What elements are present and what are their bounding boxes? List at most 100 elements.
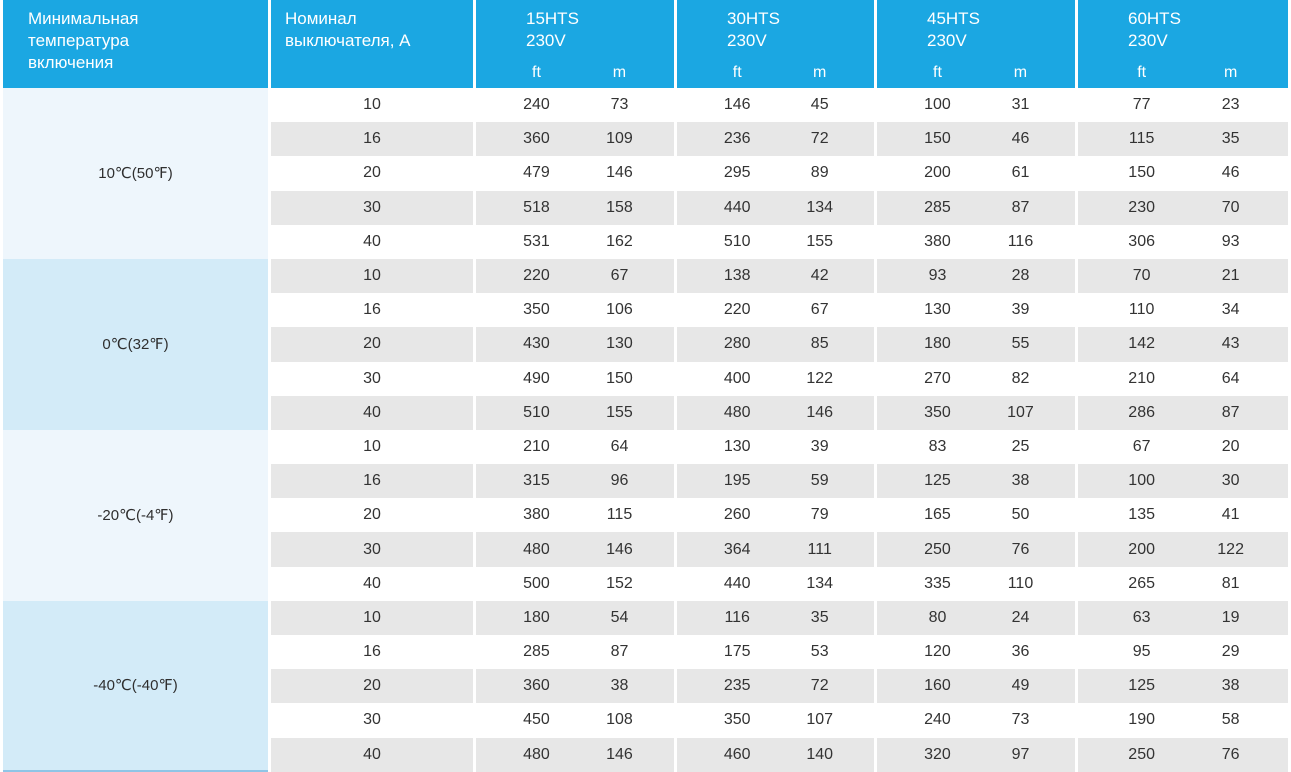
m-value: 58 bbox=[1221, 711, 1240, 729]
group-values-cell: 77 23 bbox=[1078, 88, 1288, 123]
m-value: 89 bbox=[810, 164, 829, 182]
breaker-amps-cell: 20 bbox=[271, 669, 473, 704]
ft-value: 93 bbox=[928, 267, 947, 285]
m-value: 146 bbox=[606, 745, 633, 763]
m-value: 24 bbox=[1011, 608, 1030, 626]
ft-value: 120 bbox=[924, 643, 951, 661]
group-values-cell: 115 35 bbox=[1078, 122, 1288, 157]
group-values-cell: 480 146 bbox=[476, 532, 674, 567]
ft-value: 125 bbox=[1128, 677, 1155, 695]
ft-value: 70 bbox=[1132, 267, 1151, 285]
header-15hts-m-label: m bbox=[612, 64, 627, 81]
group-values-cell: 200 61 bbox=[877, 156, 1075, 191]
m-value: 64 bbox=[610, 437, 629, 455]
m-value: 38 bbox=[1011, 472, 1030, 490]
group-values-cell: 120 36 bbox=[877, 635, 1075, 670]
m-value: 106 bbox=[606, 301, 633, 319]
group-values-cell: 440 134 bbox=[677, 190, 874, 225]
m-value: 146 bbox=[806, 403, 834, 421]
table-row: 0℃(32℉) 10 220 67 138 42 93 28 70 21 bbox=[3, 258, 1288, 430]
ft-value: 250 bbox=[924, 540, 951, 558]
m-value: 110 bbox=[1007, 574, 1034, 592]
ft-value: 80 bbox=[928, 608, 947, 626]
group-values-cell: 350 107 bbox=[877, 395, 1075, 430]
header-30hts-title: 30HTS 230V bbox=[727, 9, 780, 50]
header-45hts-cell: 45HTS 230V ft m bbox=[877, 0, 1075, 88]
table-row: 16 350 106 220 67 130 39 110 34 bbox=[3, 293, 1288, 328]
ft-value: 380 bbox=[523, 506, 550, 524]
m-value: 150 bbox=[606, 369, 633, 387]
group-values-cell: 180 54 bbox=[476, 600, 674, 635]
m-value: 134 bbox=[806, 198, 834, 216]
group-values-cell: 320 97 bbox=[877, 737, 1075, 772]
ft-value: 150 bbox=[1128, 164, 1155, 182]
m-value: 45 bbox=[810, 96, 829, 114]
ft-value: 510 bbox=[723, 232, 751, 250]
header-min-temp-cell: Минимальная температура включения bbox=[3, 0, 268, 88]
group-values-cell: 315 96 bbox=[476, 464, 674, 499]
m-value: 23 bbox=[1221, 96, 1240, 114]
ft-value: 518 bbox=[523, 198, 550, 216]
group-values-cell: 490 150 bbox=[476, 361, 674, 396]
group-values-cell: 236 72 bbox=[677, 122, 874, 157]
ft-value: 490 bbox=[523, 369, 550, 387]
table-row: 20 360 38 235 72 160 49 125 38 bbox=[3, 669, 1288, 704]
group-values-cell: 430 130 bbox=[476, 327, 674, 362]
group-values-cell: 235 72 bbox=[677, 669, 874, 704]
header-15hts-ft-label: ft bbox=[532, 64, 541, 81]
m-value: 134 bbox=[806, 574, 834, 592]
m-value: 30 bbox=[1221, 472, 1240, 490]
m-value: 155 bbox=[606, 403, 633, 421]
ft-value: 364 bbox=[723, 540, 751, 558]
table-row: 30 450 108 350 107 240 73 190 58 bbox=[3, 703, 1288, 738]
table-row: -20℃(-4℉) 10 210 64 130 39 83 25 67 20 bbox=[3, 429, 1288, 601]
ft-value: 77 bbox=[1132, 96, 1151, 114]
m-value: 107 bbox=[806, 711, 834, 729]
m-value: 46 bbox=[1011, 130, 1030, 148]
group-values-cell: 142 43 bbox=[1078, 327, 1288, 362]
breaker-amps-cell: 20 bbox=[271, 327, 473, 362]
header-60hts-cell: 60HTS 230V ft m bbox=[1078, 0, 1288, 88]
ft-value: 260 bbox=[723, 506, 751, 524]
m-value: 76 bbox=[1011, 540, 1030, 558]
ft-value: 235 bbox=[723, 677, 751, 695]
breaker-amps-cell: 40 bbox=[271, 737, 473, 772]
ft-value: 240 bbox=[924, 711, 951, 729]
temp-group-cell: 10℃(50℉) bbox=[3, 88, 268, 259]
m-value: 85 bbox=[810, 335, 829, 353]
breaker-amps-cell: 10 bbox=[271, 88, 473, 123]
group-values-cell: 125 38 bbox=[877, 464, 1075, 499]
m-value: 38 bbox=[610, 677, 629, 695]
group-values-cell: 295 89 bbox=[677, 156, 874, 191]
group-values-cell: 250 76 bbox=[1078, 737, 1288, 772]
breaker-amps-cell: 10 bbox=[271, 258, 473, 294]
group-values-cell: 285 87 bbox=[476, 635, 674, 670]
group-values-cell: 130 39 bbox=[877, 293, 1075, 328]
group-values-cell: 80 24 bbox=[877, 600, 1075, 635]
group-values-cell: 220 67 bbox=[677, 293, 874, 328]
header-60hts-m-label: m bbox=[1223, 64, 1238, 81]
ft-value: 160 bbox=[924, 677, 951, 695]
group-values-cell: 265 81 bbox=[1078, 566, 1288, 601]
group-values-cell: 510 155 bbox=[476, 395, 674, 430]
m-value: 72 bbox=[810, 677, 829, 695]
group-values-cell: 165 50 bbox=[877, 498, 1075, 533]
group-values-cell: 100 30 bbox=[1078, 464, 1288, 499]
m-value: 162 bbox=[606, 232, 633, 250]
group-values-cell: 480 146 bbox=[476, 737, 674, 772]
group-values-cell: 280 85 bbox=[677, 327, 874, 362]
ft-value: 280 bbox=[723, 335, 751, 353]
ft-value: 531 bbox=[523, 232, 550, 250]
ft-value: 440 bbox=[723, 198, 751, 216]
ft-value: 286 bbox=[1128, 403, 1155, 421]
group-values-cell: 450 108 bbox=[476, 703, 674, 738]
m-value: 50 bbox=[1011, 506, 1030, 524]
m-value: 79 bbox=[810, 506, 829, 524]
table-body: 10℃(50℉) 10 240 73 146 45 100 31 77 23 16 360 109 236… bbox=[3, 88, 1288, 772]
group-values-cell: 146 45 bbox=[677, 88, 874, 123]
ft-value: 195 bbox=[723, 472, 751, 490]
group-values-cell: 83 25 bbox=[877, 429, 1075, 465]
breaker-amps-cell: 16 bbox=[271, 635, 473, 670]
group-values-cell: 200 122 bbox=[1078, 532, 1288, 567]
